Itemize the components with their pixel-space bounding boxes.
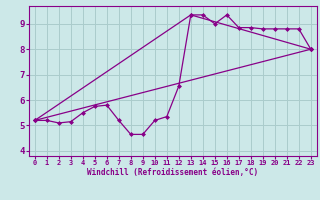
- X-axis label: Windchill (Refroidissement éolien,°C): Windchill (Refroidissement éolien,°C): [87, 168, 258, 177]
